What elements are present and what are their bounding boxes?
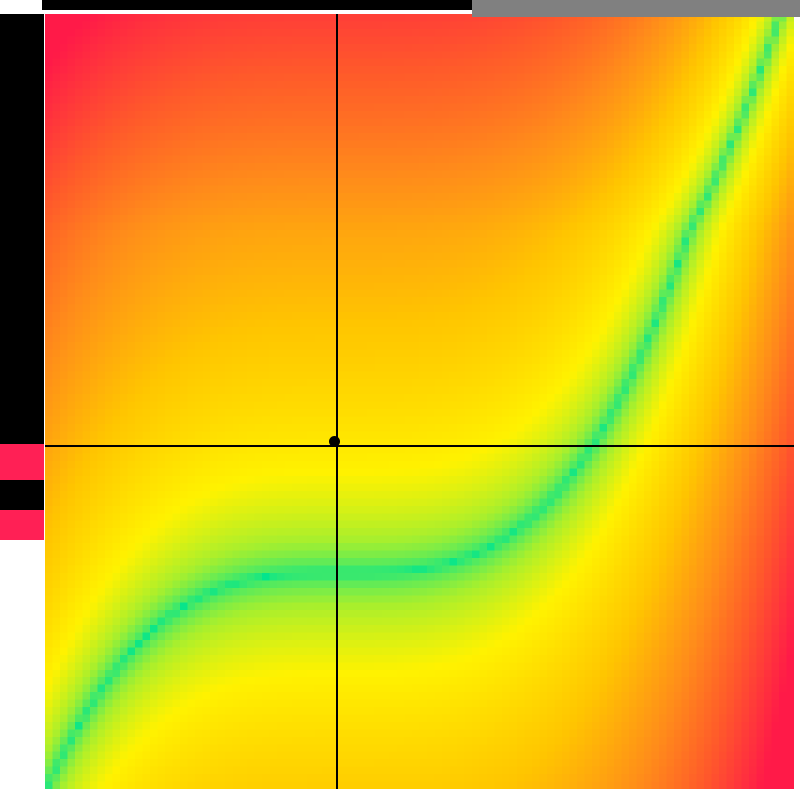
topbar-segment-black: [42, 0, 472, 10]
chart-stage: { "chart": { "type": "heatmap", "descrip…: [0, 0, 800, 800]
topbar-segment-gray: [472, 0, 800, 17]
leftbar-segment-black-mid: [0, 480, 44, 510]
leftbar-segment-pink-lower: [0, 510, 44, 540]
heatmap-canvas: [45, 14, 794, 789]
leftbar-segment-pink-upper: [0, 444, 44, 480]
origin-point-marker: [329, 436, 340, 447]
leftbar-segment-black-upper: [0, 14, 44, 444]
axis-horizontal: [45, 445, 794, 447]
axis-vertical: [336, 14, 338, 789]
